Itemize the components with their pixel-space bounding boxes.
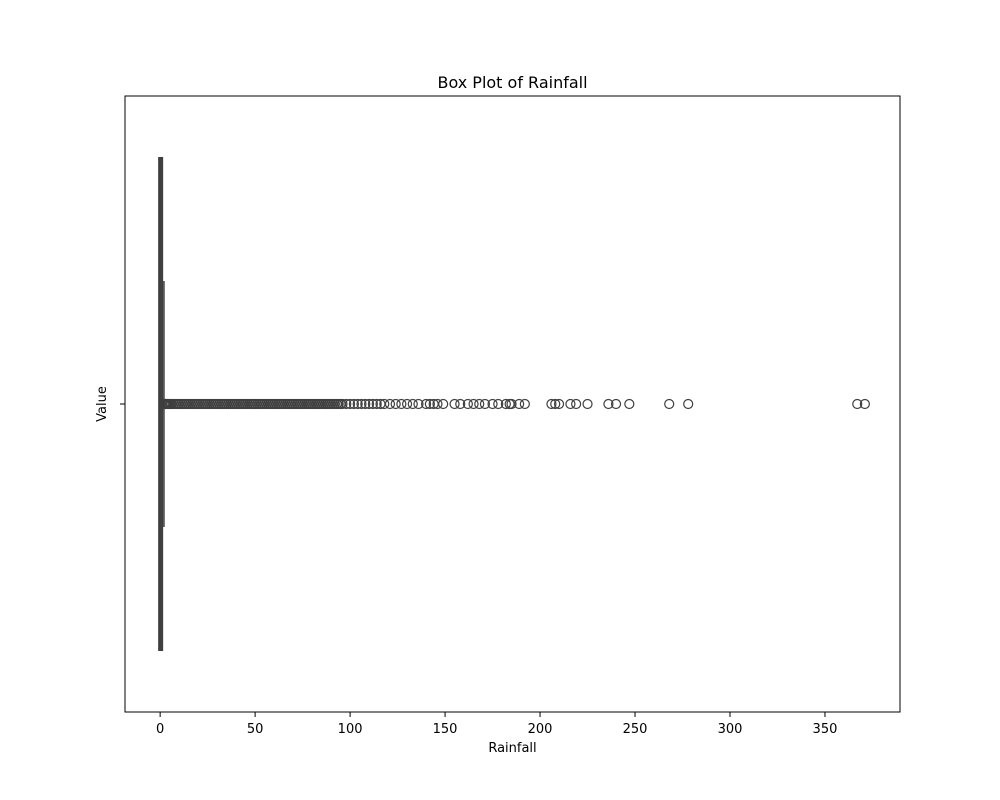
outlier-point bbox=[407, 398, 418, 410]
outlier-point bbox=[500, 398, 511, 410]
outlier-point bbox=[493, 398, 504, 410]
outlier-point bbox=[401, 398, 413, 410]
outlier-point bbox=[479, 398, 491, 410]
outlier-point bbox=[420, 398, 432, 410]
outlier-point bbox=[348, 398, 359, 410]
outlier-point bbox=[413, 398, 424, 410]
outlier-point bbox=[360, 398, 371, 410]
outlier-point bbox=[396, 398, 407, 410]
outlier-point bbox=[449, 398, 460, 410]
x-tick-label: 50 bbox=[247, 722, 264, 737]
x-axis: 0 50 100 150 200 250 300 350 bbox=[156, 712, 837, 737]
x-tick-label: 150 bbox=[433, 722, 458, 737]
outlier-point bbox=[550, 398, 561, 410]
outlier-point bbox=[379, 398, 390, 410]
x-axis-label: Rainfall bbox=[488, 741, 536, 756]
outlier-point bbox=[565, 398, 576, 410]
outlier-point bbox=[571, 398, 582, 410]
x-tick-label: 250 bbox=[623, 722, 648, 737]
outlier-point bbox=[519, 398, 530, 410]
outlier-point bbox=[468, 398, 479, 410]
outlier-point bbox=[852, 398, 863, 410]
outlier-point bbox=[859, 398, 870, 410]
outlier-point bbox=[514, 398, 525, 410]
outlier-point bbox=[432, 398, 443, 410]
outlier-point bbox=[487, 398, 498, 410]
x-tick-label: 350 bbox=[813, 722, 838, 737]
outlier-point bbox=[546, 398, 557, 410]
outlier-point bbox=[352, 398, 363, 410]
outlier-point bbox=[610, 398, 622, 410]
outlier-point bbox=[371, 398, 382, 410]
chart-title: Box Plot of Rainfall bbox=[437, 73, 587, 92]
outlier-point bbox=[424, 398, 435, 410]
outlier-point bbox=[455, 398, 466, 410]
outlier-point bbox=[384, 398, 396, 410]
outlier-point bbox=[624, 398, 635, 410]
outlier-point bbox=[664, 398, 675, 410]
outlier-point bbox=[367, 398, 378, 410]
outlier-point bbox=[603, 398, 614, 410]
outlier-point bbox=[506, 398, 517, 410]
outlier-point bbox=[683, 398, 694, 410]
outlier-point bbox=[462, 398, 473, 410]
outlier-point bbox=[390, 398, 401, 410]
plot-frame bbox=[124, 95, 901, 713]
x-tick-label: 100 bbox=[338, 722, 363, 737]
x-tick-label: 300 bbox=[718, 722, 743, 737]
y-axis-label: Value bbox=[95, 386, 110, 422]
outlier-point bbox=[474, 398, 485, 410]
outlier-point bbox=[553, 398, 565, 410]
outlier-point bbox=[582, 398, 593, 410]
outlier-point bbox=[344, 398, 356, 410]
outlier-point bbox=[337, 398, 348, 410]
plot-area bbox=[158, 157, 870, 651]
outlier-point bbox=[356, 398, 367, 410]
x-tick-label: 0 bbox=[156, 722, 164, 737]
outlier-point bbox=[438, 398, 449, 410]
x-tick-label: 200 bbox=[528, 722, 553, 737]
outlier-point bbox=[363, 398, 375, 410]
outlier-point bbox=[341, 398, 352, 410]
